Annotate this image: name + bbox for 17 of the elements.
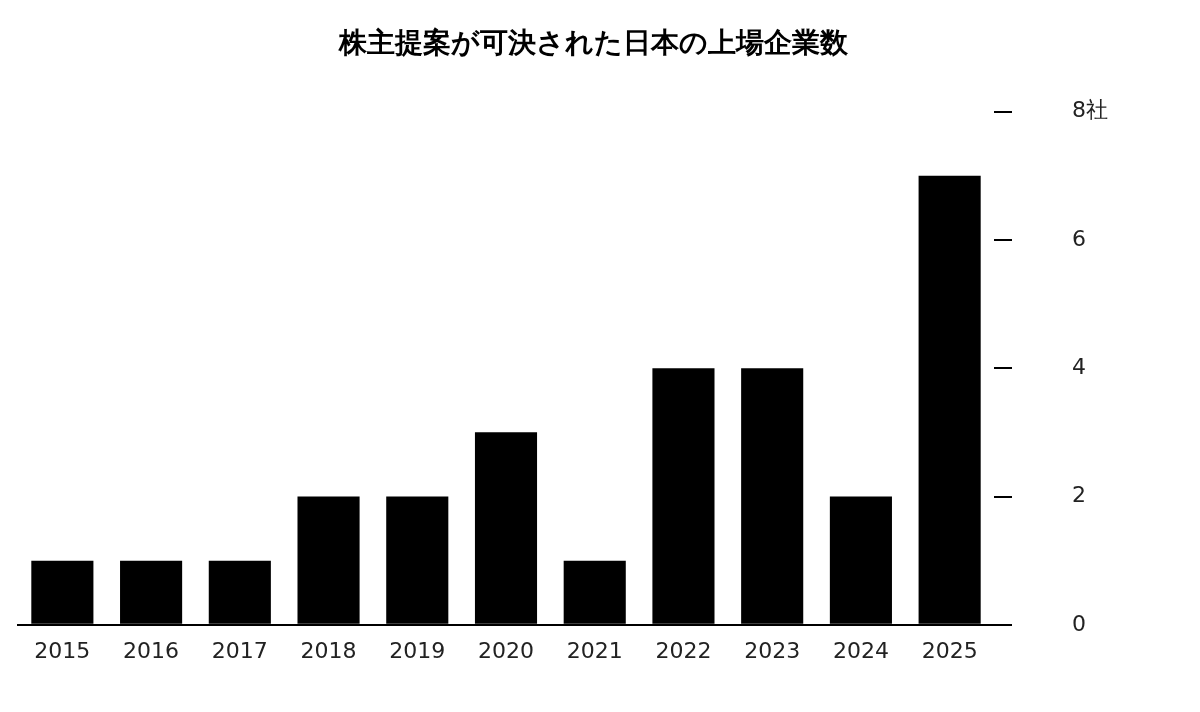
x-tick-label: 2018 <box>300 637 357 663</box>
x-tick-label: 2019 <box>389 637 446 663</box>
x-tick-label: 2023 <box>744 637 801 663</box>
x-tick-label: 2017 <box>211 637 268 663</box>
y-tick-label: 2 <box>1072 482 1086 508</box>
x-tick-label: 2022 <box>655 637 712 663</box>
y-tick-label: 8社 <box>1072 97 1108 123</box>
x-tick-label: 2016 <box>123 637 180 663</box>
y-tick-label: 0 <box>1072 610 1086 636</box>
chart-title: 株主提案が可決された日本の上場企業数 <box>337 26 849 60</box>
x-tick-label: 2025 <box>921 637 978 663</box>
x-tick-label: 2015 <box>34 637 91 663</box>
x-tick-label: 2024 <box>832 637 889 663</box>
y-tick-label: 6 <box>1072 225 1086 251</box>
x-tick-label: 2020 <box>478 637 534 663</box>
x-tick-label: 2021 <box>566 637 623 663</box>
y-tick-label: 4 <box>1072 353 1086 379</box>
